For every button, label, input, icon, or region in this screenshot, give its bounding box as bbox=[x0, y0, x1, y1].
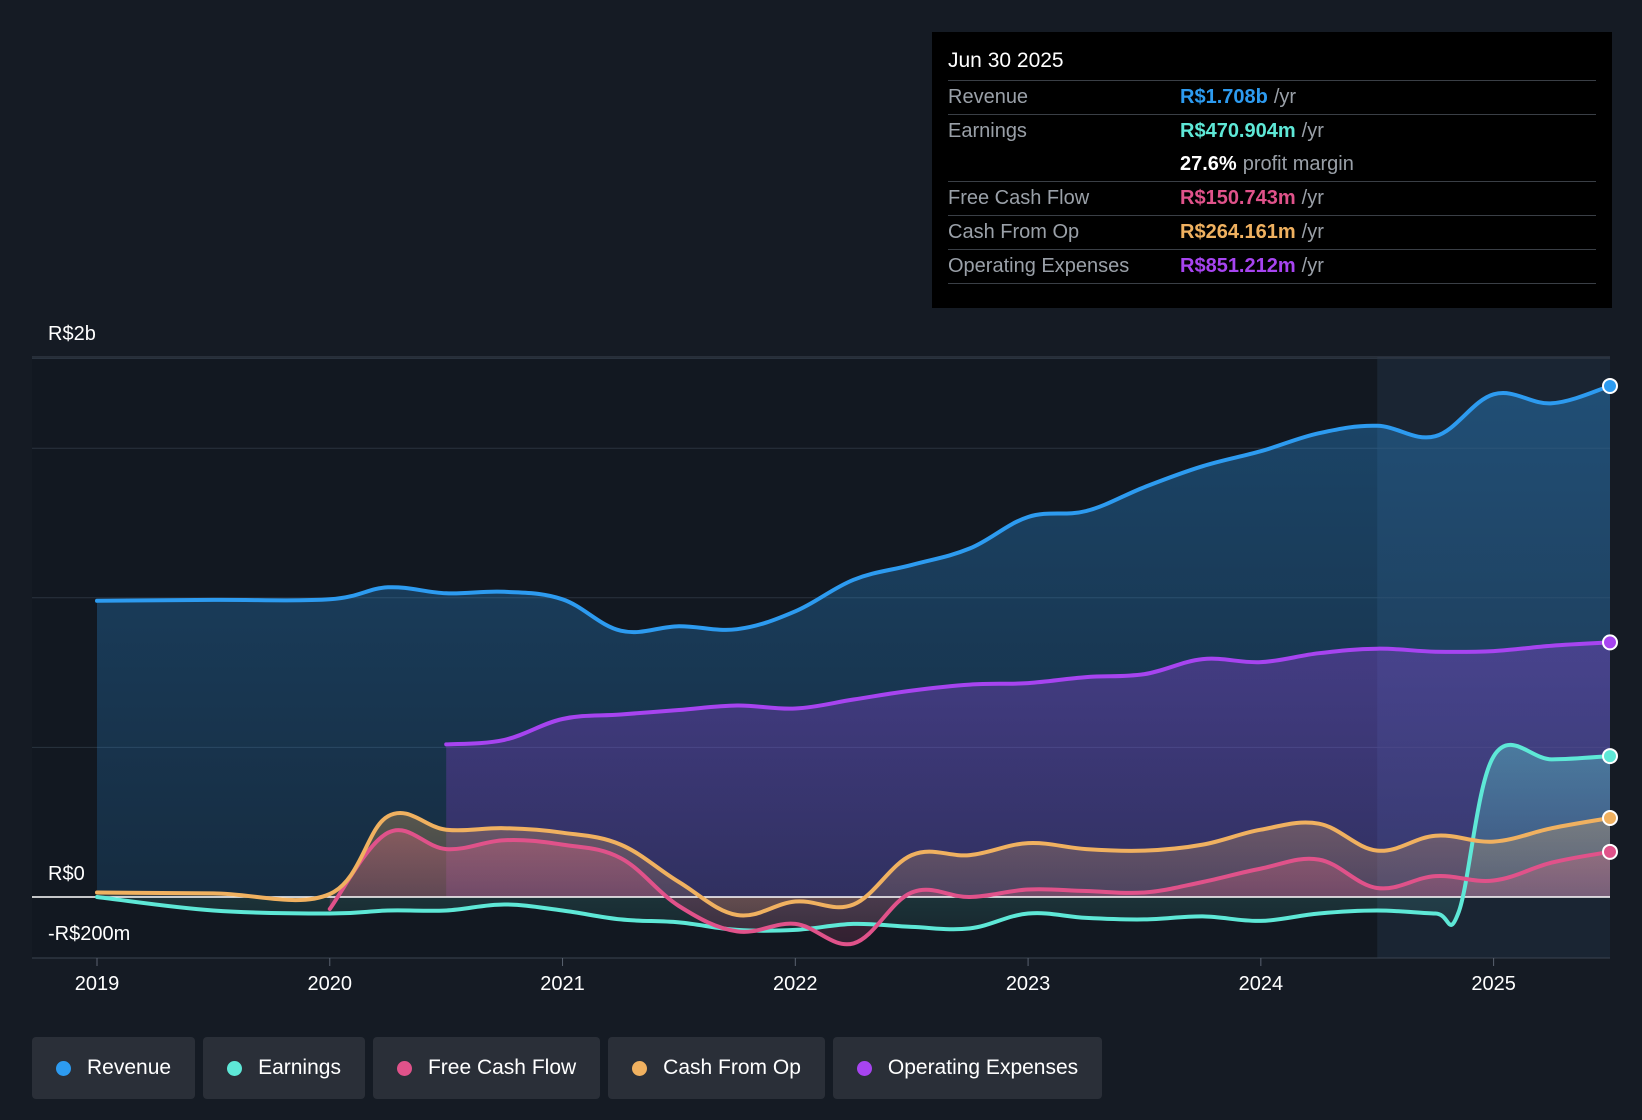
legend-item-revenue[interactable]: Revenue bbox=[32, 1037, 196, 1099]
tooltip-label: Revenue bbox=[948, 86, 1029, 108]
tooltip-row-free-cash-flow: Free Cash Flow R$150.743m /yr bbox=[948, 181, 1596, 215]
x-tick-label: 2020 bbox=[308, 973, 353, 995]
tooltip-value: R$150.743m bbox=[1180, 187, 1296, 209]
tooltip-value: R$851.212m bbox=[1180, 255, 1296, 277]
tooltip-label: Earnings bbox=[948, 120, 1027, 142]
revenue-dot-icon bbox=[56, 1060, 71, 1076]
legend-label: Free Cash Flow bbox=[427, 1056, 577, 1079]
tooltip-unit: /yr bbox=[1301, 187, 1324, 209]
series-lines bbox=[95, 384, 1612, 947]
tooltip-unit: /yr bbox=[1273, 86, 1297, 108]
tooltip-row-earnings: Earnings R$470.904m /yr bbox=[948, 114, 1596, 148]
series-endpoints bbox=[1602, 377, 1618, 860]
tooltip-row-revenue: Revenue R$1.708b /yr bbox=[948, 80, 1596, 114]
free-cash-flow-dot-icon bbox=[396, 1060, 412, 1076]
x-tick-label: 2019 bbox=[75, 973, 120, 995]
y-label-zero: R$0 bbox=[48, 863, 85, 885]
legend-item-free-cash-flow[interactable]: Free Cash Flow bbox=[372, 1037, 601, 1099]
x-tick-label: 2023 bbox=[1006, 973, 1051, 995]
x-tick-label: 2025 bbox=[1471, 973, 1516, 995]
tooltip-unit: /yr bbox=[1301, 255, 1324, 277]
legend-label: Cash From Op bbox=[663, 1056, 801, 1079]
cash-from-op-line bbox=[95, 810, 1612, 918]
tooltip-row-operating-expenses: Operating Expenses R$851.212m /yr bbox=[948, 249, 1596, 284]
revenue-endpoint bbox=[1602, 377, 1618, 394]
tooltip-unit: profit margin bbox=[1242, 153, 1354, 175]
revenue-line bbox=[95, 384, 1612, 635]
free-cash-flow-endpoint bbox=[1602, 843, 1618, 860]
legend-label: Operating Expenses bbox=[887, 1056, 1079, 1079]
y-label-top: R$2b bbox=[48, 323, 96, 345]
x-tick-label: 2021 bbox=[540, 973, 585, 995]
x-tick-label: 2024 bbox=[1239, 973, 1284, 995]
legend-label: Earnings bbox=[258, 1056, 341, 1079]
legend-item-earnings[interactable]: Earnings bbox=[203, 1037, 365, 1099]
tooltip-label: Free Cash Flow bbox=[948, 187, 1090, 209]
x-axis: 2019 2020 2021 2022 2023 2024 2025 bbox=[75, 958, 1516, 995]
cash-from-op-dot-icon bbox=[632, 1060, 648, 1076]
tooltip-row-cash-from-op: Cash From Op R$264.161m /yr bbox=[948, 215, 1596, 249]
legend-item-operating-expenses[interactable]: Operating Expenses bbox=[832, 1037, 1103, 1099]
tooltip-row-profit-margin: 27.6% profit margin bbox=[948, 148, 1596, 181]
tooltip-unit: /yr bbox=[1301, 120, 1324, 142]
tooltip-unit: /yr bbox=[1301, 221, 1324, 243]
y-label-bottom: -R$200m bbox=[48, 923, 130, 945]
cash-from-op-endpoint bbox=[1602, 810, 1618, 827]
operating-expenses-endpoint bbox=[1602, 634, 1618, 651]
operating-expenses-line bbox=[444, 640, 1612, 747]
tooltip-label: Operating Expenses bbox=[948, 255, 1130, 277]
tooltip-value: R$1.708b bbox=[1180, 86, 1268, 108]
tooltip-value: R$264.161m bbox=[1180, 221, 1296, 243]
earnings-line bbox=[95, 742, 1612, 933]
earnings-dot-icon bbox=[227, 1060, 243, 1076]
legend: Revenue Earnings Free Cash Flow Cash Fro… bbox=[32, 1037, 1103, 1099]
earnings-endpoint bbox=[1602, 748, 1618, 765]
tooltip-value: R$470.904m bbox=[1180, 120, 1296, 142]
tooltip-label: Cash From Op bbox=[948, 221, 1080, 243]
tooltip-date: Jun 30 2025 bbox=[948, 49, 1064, 72]
legend-item-cash-from-op[interactable]: Cash From Op bbox=[608, 1037, 825, 1099]
tooltip-value: 27.6% bbox=[1180, 153, 1237, 175]
data-tooltip: Jun 30 2025 Revenue R$1.708b /yr Earning… bbox=[932, 32, 1612, 308]
x-tick-label: 2022 bbox=[773, 973, 818, 995]
free-cash-flow-line bbox=[327, 828, 1612, 947]
operating-expenses-dot-icon bbox=[856, 1060, 872, 1076]
legend-label: Revenue bbox=[87, 1056, 172, 1079]
